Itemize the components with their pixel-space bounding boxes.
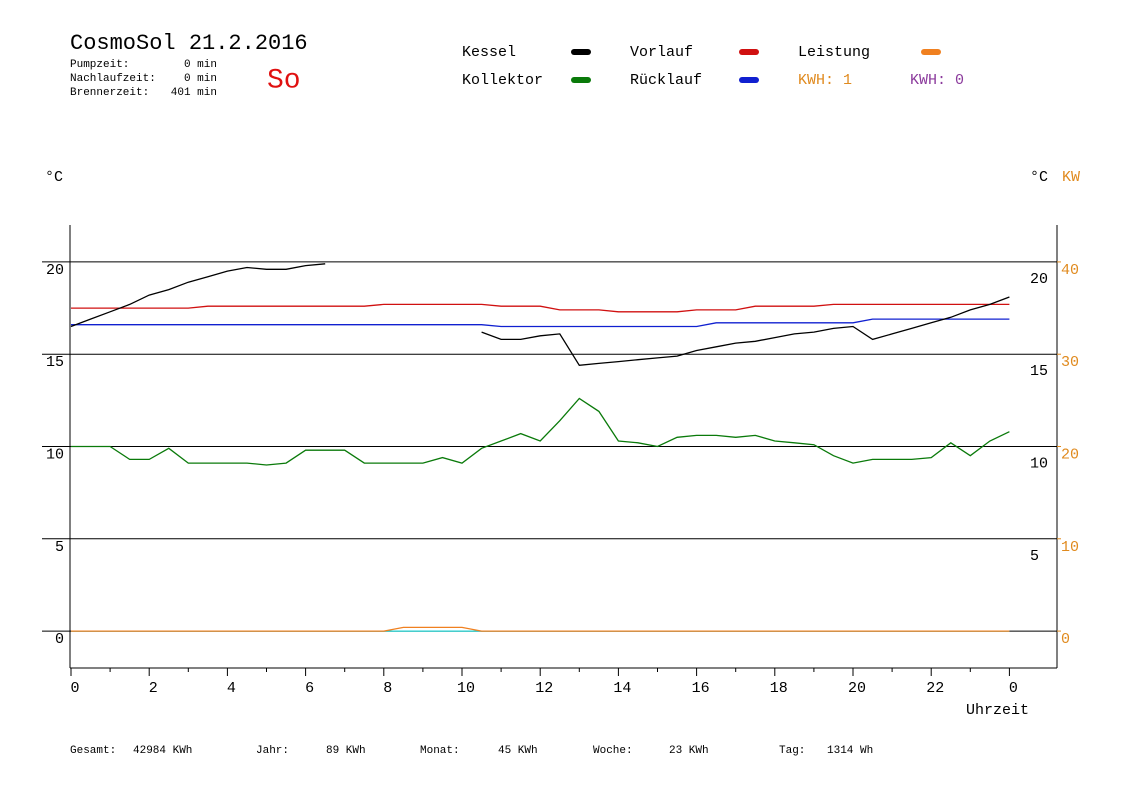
stat-value: 42984 KWh bbox=[133, 745, 192, 757]
series-line bbox=[71, 303, 1010, 313]
y-tick-label: 5 bbox=[55, 539, 64, 556]
info-label: Nachlaufzeit: bbox=[70, 73, 156, 85]
x-tick-label: 2 bbox=[149, 680, 158, 697]
stat-label: Tag: bbox=[779, 745, 805, 757]
y-label: °C bbox=[45, 169, 63, 186]
y-tick-label: 15 bbox=[46, 354, 64, 371]
stat-value: 45 KWh bbox=[498, 745, 538, 757]
y2-tick-label: 10 bbox=[1061, 539, 1079, 556]
x-tick-label: 10 bbox=[457, 680, 475, 697]
info-label: Pumpzeit: bbox=[70, 59, 129, 71]
stat-label: Jahr: bbox=[256, 745, 289, 757]
x-tick-label: 18 bbox=[770, 680, 788, 697]
stat-value: 1314 Wh bbox=[827, 745, 873, 757]
series-line bbox=[70, 263, 1010, 366]
y2-tick-label: 30 bbox=[1061, 354, 1079, 371]
kwh-label: KWH: 1 bbox=[798, 72, 852, 89]
x-tick-label: 0 bbox=[1009, 680, 1018, 697]
legend-label: Leistung bbox=[798, 44, 870, 61]
x-tick-label: 12 bbox=[535, 680, 553, 697]
y2-tick-label: 20 bbox=[1061, 446, 1079, 463]
stat-label: Woche: bbox=[593, 745, 633, 757]
y2-tick-label: 0 bbox=[1061, 631, 1070, 648]
stat-label: Gesamt: bbox=[70, 745, 116, 757]
kwh-label: KWH: 0 bbox=[910, 72, 964, 89]
x-tick-label: 14 bbox=[613, 680, 631, 697]
y2-tick-label: 40 bbox=[1061, 262, 1079, 279]
x-tick-label: 6 bbox=[305, 680, 314, 697]
y-tick-label-right: 15 bbox=[1030, 363, 1048, 380]
day-label: So bbox=[267, 65, 301, 96]
y-tick-label: 20 bbox=[46, 262, 64, 279]
x-tick-label: 4 bbox=[227, 680, 236, 697]
x-tick-label: 8 bbox=[383, 680, 392, 697]
y-label-right: °C bbox=[1030, 169, 1048, 186]
info-value: 0 min bbox=[184, 73, 217, 85]
y-tick-label: 0 bbox=[55, 631, 64, 648]
x-tick-label: 16 bbox=[692, 680, 710, 697]
info-label: Brennerzeit: bbox=[70, 87, 149, 99]
stat-value: 23 KWh bbox=[669, 745, 709, 757]
stat-label: Monat: bbox=[420, 745, 460, 757]
chart-title: CosmoSol 21.2.2016 bbox=[70, 31, 308, 56]
series-line bbox=[71, 626, 1010, 632]
x-tick-label: 22 bbox=[926, 680, 944, 697]
series-line bbox=[71, 318, 1010, 328]
info-value: 401 min bbox=[171, 87, 217, 99]
series-line bbox=[71, 397, 1010, 466]
y-tick-label-right: 10 bbox=[1030, 455, 1048, 472]
legend-label: Vorlauf bbox=[630, 44, 693, 61]
legend-label: Kessel bbox=[462, 44, 516, 61]
stat-value: 89 KWh bbox=[326, 745, 366, 757]
legend-label: Kollektor bbox=[462, 72, 543, 89]
y-tick-label-right: 5 bbox=[1030, 548, 1039, 565]
legend-label: Rücklauf bbox=[630, 72, 702, 89]
y-tick-label: 10 bbox=[46, 446, 64, 463]
x-label: Uhrzeit bbox=[966, 702, 1029, 719]
info-value: 0 min bbox=[184, 59, 217, 71]
x-tick-label: 20 bbox=[848, 680, 866, 697]
y-tick-label-right: 20 bbox=[1030, 271, 1048, 288]
x-tick-label: 0 bbox=[70, 680, 79, 697]
y2-label: KW bbox=[1062, 169, 1080, 186]
